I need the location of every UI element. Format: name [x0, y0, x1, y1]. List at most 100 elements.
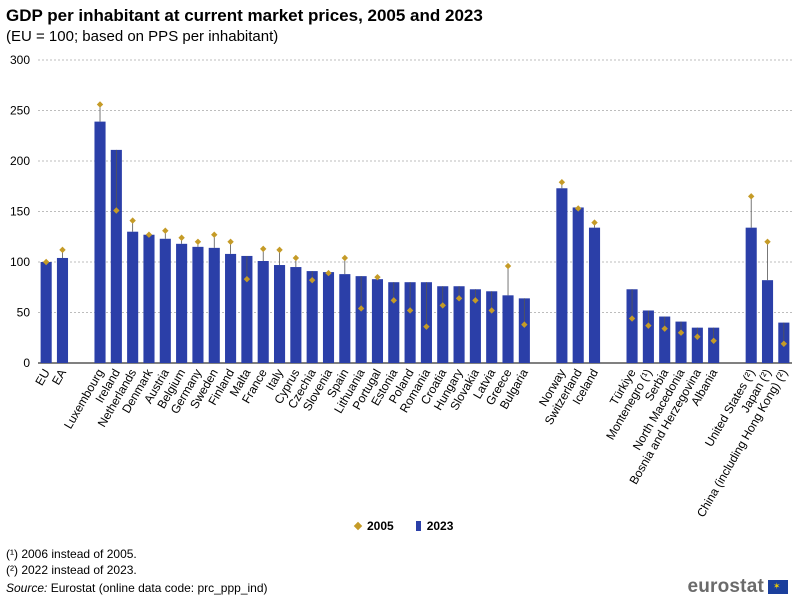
bar-2023 — [208, 247, 220, 363]
marker-2005 — [558, 179, 566, 186]
marker-2005 — [764, 238, 771, 245]
marker-2005 — [439, 302, 446, 309]
source-note: Source: Eurostat (online data code: prc_… — [6, 581, 268, 595]
bar-2023 — [745, 227, 757, 363]
x-tick-label: EA — [49, 367, 69, 388]
marker-2005 — [194, 238, 202, 245]
bar-2023 — [56, 257, 69, 363]
marker-2005 — [661, 325, 668, 332]
marker-2005 — [162, 227, 169, 234]
bar-2023 — [273, 265, 286, 363]
legend-label-2005: 2005 — [367, 519, 394, 533]
marker-2005 — [42, 258, 50, 266]
marker-2005 — [357, 305, 365, 312]
bar-2023 — [469, 289, 481, 363]
bar-2023 — [355, 276, 367, 363]
bar-2023 — [143, 234, 155, 363]
marker-2005 — [488, 307, 495, 314]
bar-2023 — [110, 149, 122, 363]
marker-2005 — [710, 337, 717, 344]
eurostat-logo: eurostat — [687, 576, 788, 598]
marker-2005 — [243, 275, 251, 283]
marker-2005 — [694, 333, 701, 340]
bar-2023 — [486, 291, 498, 363]
bar-2023 — [518, 298, 530, 363]
marker-2005 — [390, 297, 397, 304]
marker-2005 — [423, 323, 430, 330]
bar-2023 — [257, 260, 269, 363]
marker-2005 — [677, 329, 685, 336]
marker-2005 — [374, 273, 381, 281]
bar-2023 — [404, 282, 416, 363]
marker-2005 — [591, 219, 598, 226]
marker-2005 — [260, 245, 267, 253]
marker-2005 — [113, 207, 120, 214]
bar-2023 — [388, 282, 400, 363]
y-tick-label: 50 — [17, 306, 31, 320]
marker-2005 — [472, 297, 479, 304]
bar-2023 — [675, 321, 687, 363]
chart-title: GDP per inhabitant at current market pri… — [6, 6, 483, 25]
y-tick-label: 100 — [10, 255, 30, 269]
y-tick-label: 200 — [10, 154, 30, 168]
marker-2005 — [178, 234, 185, 241]
bar-2023 — [659, 316, 671, 363]
y-tick-label: 150 — [10, 205, 30, 219]
marker-2005 — [780, 340, 788, 348]
bar-2023 — [159, 238, 171, 363]
source-text: Eurostat (online data code: prc_ppp_ind) — [47, 581, 268, 595]
marker-2005 — [145, 231, 153, 238]
bar-2023 — [453, 286, 465, 363]
bar-2023 — [437, 286, 449, 363]
bar-2023 — [40, 262, 52, 363]
bar-2023 — [306, 271, 318, 363]
source-label: Source: — [6, 581, 48, 595]
marker-2005 — [406, 307, 414, 314]
bar-2023 — [339, 274, 351, 363]
marker-2005 — [455, 295, 463, 302]
legend-label-2023: 2023 — [426, 519, 454, 533]
marker-2005 — [325, 269, 332, 277]
eu-flag-icon — [768, 580, 788, 594]
bar-2023 — [94, 121, 106, 363]
bar-2023 — [691, 327, 703, 363]
legend-item-2023: 2023 — [415, 519, 454, 533]
bar-2023 — [502, 295, 514, 363]
marker-2005 — [504, 262, 512, 270]
legend-item-2005: 2005 — [353, 519, 394, 533]
marker-2005 — [645, 322, 652, 329]
marker-2005 — [59, 246, 66, 254]
y-tick-label: 250 — [10, 104, 30, 118]
bar-2023 — [761, 280, 774, 363]
marker-2005 — [521, 321, 528, 328]
marker-2005 — [96, 101, 104, 108]
bar-2023 — [241, 255, 253, 363]
marker-2005 — [292, 254, 300, 262]
marker-2005 — [575, 205, 582, 212]
marker-2005 — [227, 238, 234, 245]
bar-2023 — [572, 207, 584, 363]
bar-2023 — [642, 310, 654, 363]
marker-2005 — [308, 276, 316, 284]
bar-2023 — [225, 253, 237, 363]
marker-2005 — [276, 246, 283, 254]
legend-diamond-marker — [353, 521, 363, 531]
footnote-2: (²) 2022 instead of 2023. — [6, 563, 137, 577]
legend: 2005 2023 — [353, 519, 454, 533]
marker-2005 — [211, 231, 218, 238]
bar-2023 — [556, 188, 568, 363]
legend-bar-marker — [415, 521, 421, 531]
footnote-1: (¹) 2006 instead of 2005. — [6, 547, 137, 561]
bar-2023 — [192, 246, 204, 363]
marker-2005 — [129, 217, 136, 224]
marker-2005 — [628, 315, 636, 322]
chart-subtitle: (EU = 100; based on PPS per inhabitant) — [6, 28, 279, 45]
y-tick-label: 300 — [10, 53, 30, 67]
bar-2023 — [127, 231, 139, 363]
marker-2005 — [747, 193, 755, 200]
marker-2005 — [341, 254, 349, 262]
bar-2023 — [176, 243, 188, 363]
y-tick-label: 0 — [23, 356, 30, 370]
bar-2023 — [322, 272, 335, 363]
bar-2023 — [708, 327, 720, 363]
